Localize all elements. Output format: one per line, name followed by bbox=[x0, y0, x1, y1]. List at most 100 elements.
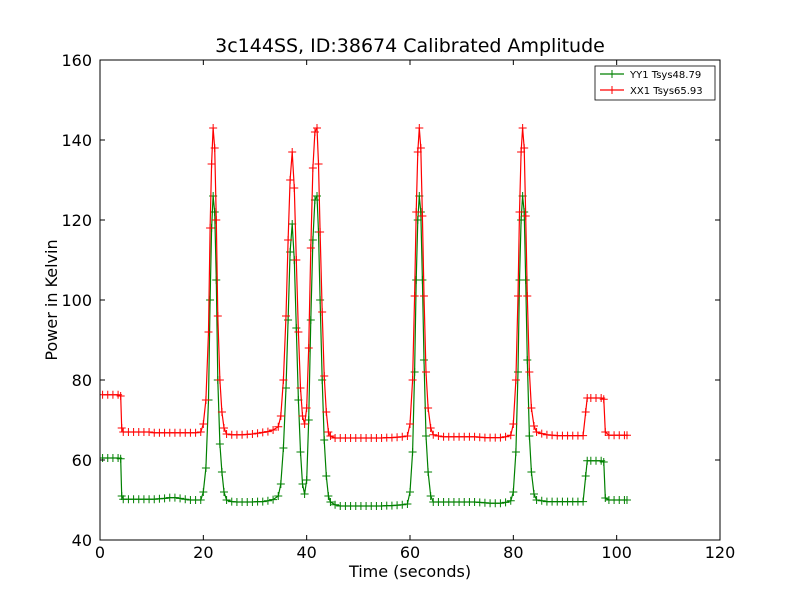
data-point bbox=[426, 424, 435, 432]
data-point bbox=[525, 432, 534, 440]
data-point bbox=[410, 368, 419, 376]
data-point bbox=[220, 424, 228, 432]
data-point bbox=[515, 208, 524, 216]
legend-label: XX1 Tsys65.93 bbox=[630, 86, 703, 97]
data-point bbox=[302, 404, 311, 412]
y-tick-label: 140 bbox=[61, 131, 92, 150]
data-point bbox=[413, 216, 422, 224]
data-point bbox=[324, 492, 333, 500]
data-point bbox=[518, 124, 527, 132]
data-point bbox=[298, 480, 307, 488]
data-point bbox=[292, 256, 301, 264]
data-point bbox=[258, 428, 267, 437]
legend-marker bbox=[608, 86, 616, 94]
data-point bbox=[318, 308, 327, 316]
data-point bbox=[222, 430, 231, 438]
data-point bbox=[279, 376, 288, 384]
data-point bbox=[201, 464, 210, 472]
data-point bbox=[306, 244, 315, 252]
x-tick-label: 120 bbox=[705, 543, 736, 562]
data-point bbox=[217, 408, 226, 416]
data-point bbox=[213, 312, 222, 320]
data-point bbox=[298, 412, 307, 420]
data-point bbox=[176, 494, 185, 503]
data-point bbox=[422, 432, 431, 440]
x-tick-label: 0 bbox=[95, 543, 105, 562]
data-point bbox=[520, 144, 529, 152]
x-tick-label: 60 bbox=[400, 543, 420, 562]
data-point bbox=[422, 368, 431, 376]
data-point bbox=[282, 312, 290, 320]
data-point bbox=[623, 496, 631, 504]
data-point bbox=[306, 316, 315, 324]
data-point bbox=[253, 429, 262, 438]
data-point bbox=[284, 236, 293, 244]
data-point bbox=[599, 395, 608, 404]
data-point bbox=[601, 494, 610, 502]
data-point bbox=[217, 468, 226, 476]
data-point bbox=[248, 430, 257, 438]
data-point bbox=[310, 128, 319, 136]
y-tick-label: 120 bbox=[61, 211, 92, 230]
data-point bbox=[521, 276, 530, 284]
plot-frame bbox=[99, 59, 721, 541]
data-point bbox=[181, 495, 190, 504]
data-point bbox=[398, 432, 407, 441]
data-point bbox=[313, 124, 321, 132]
ticks-layer: 0 20 40 60 80 100 120 40 60 80 100 120 140 160 bbox=[61, 51, 735, 562]
data-point bbox=[521, 212, 530, 220]
data-point bbox=[537, 429, 546, 438]
data-point bbox=[527, 404, 536, 412]
data-point bbox=[525, 368, 534, 376]
series-layer bbox=[100, 124, 631, 510]
data-point bbox=[410, 292, 419, 300]
data-point bbox=[581, 408, 590, 416]
data-point bbox=[196, 428, 205, 436]
data-point bbox=[269, 426, 278, 434]
data-point bbox=[320, 372, 329, 380]
data-point bbox=[623, 431, 631, 440]
data-point bbox=[511, 448, 520, 456]
data-point bbox=[300, 490, 309, 498]
data-point bbox=[398, 500, 407, 509]
data-point bbox=[434, 432, 443, 440]
data-point bbox=[599, 458, 608, 466]
data-point bbox=[212, 276, 221, 284]
data-point bbox=[316, 228, 325, 236]
data-point bbox=[199, 420, 208, 428]
data-point bbox=[406, 488, 414, 496]
data-point bbox=[517, 216, 526, 224]
data-point bbox=[418, 212, 427, 220]
data-point bbox=[215, 440, 224, 448]
data-point bbox=[276, 480, 285, 488]
legend-label: YY1 Tsys48.79 bbox=[629, 70, 701, 81]
data-point bbox=[294, 328, 303, 336]
data-point bbox=[419, 292, 428, 300]
data-point bbox=[210, 208, 219, 216]
data-point bbox=[415, 124, 424, 132]
x-tick-label: 40 bbox=[296, 543, 316, 562]
data-point bbox=[506, 431, 515, 440]
data-point bbox=[292, 324, 301, 332]
data-point bbox=[424, 404, 433, 412]
data-point bbox=[117, 424, 126, 432]
data-point bbox=[116, 454, 125, 463]
data-point bbox=[523, 292, 532, 300]
y-tick-label: 160 bbox=[61, 51, 92, 70]
data-point bbox=[276, 412, 285, 420]
data-point bbox=[308, 164, 317, 172]
data-point bbox=[496, 433, 505, 442]
data-point bbox=[406, 420, 414, 428]
data-point bbox=[324, 428, 333, 436]
data-point bbox=[537, 496, 546, 505]
x-tick-label: 20 bbox=[193, 543, 213, 562]
data-point bbox=[326, 432, 335, 440]
data-point bbox=[296, 384, 305, 392]
data-point bbox=[509, 420, 518, 428]
data-point bbox=[506, 496, 515, 505]
data-point bbox=[527, 468, 536, 476]
data-point bbox=[206, 296, 215, 304]
data-point bbox=[170, 493, 179, 502]
data-point bbox=[496, 499, 505, 508]
data-point bbox=[201, 396, 210, 404]
